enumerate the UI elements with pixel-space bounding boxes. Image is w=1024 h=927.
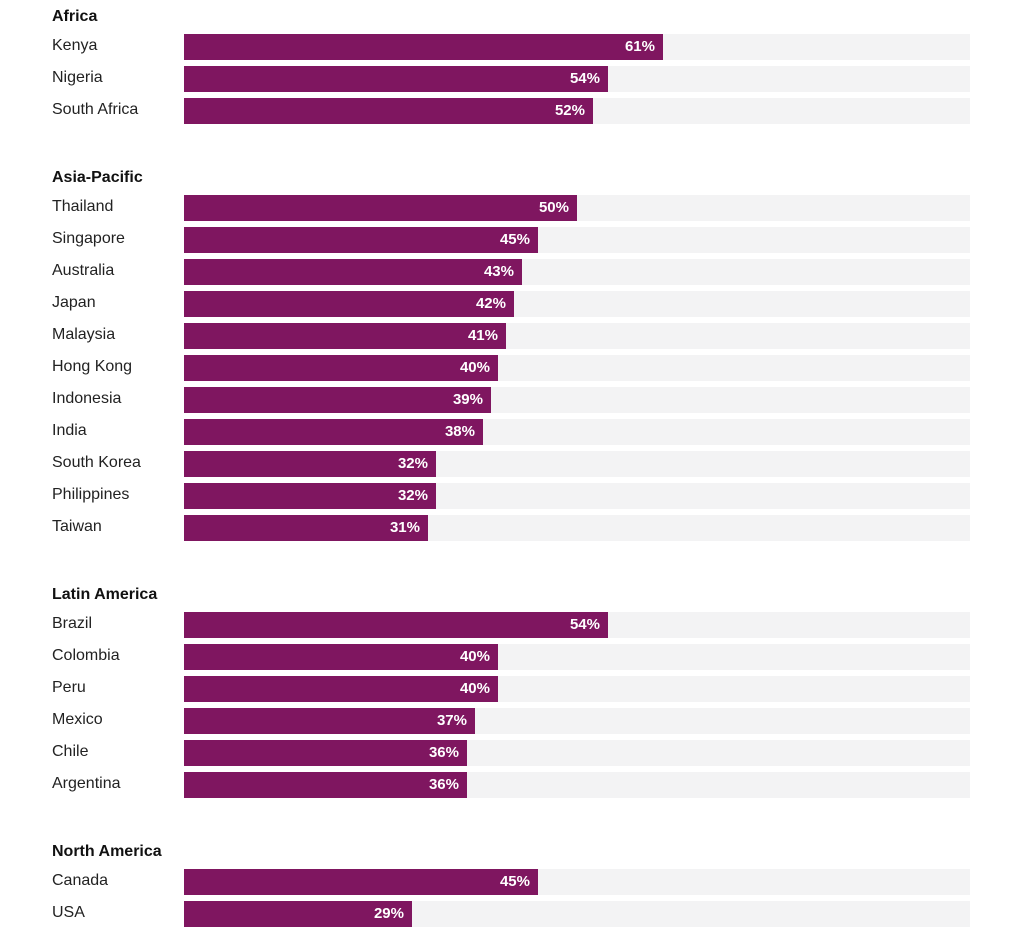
category-label: India [52,422,87,439]
bar: 61% [184,34,663,60]
bar-track: 29% [184,901,970,927]
group-title: Asia-Pacific [52,169,143,186]
bar-track: 50% [184,195,970,221]
bar: 45% [184,227,538,253]
category-label: Peru [52,679,86,696]
bar-value-label: 61% [624,38,655,55]
bar-track: 43% [184,259,970,285]
bar-track: 37% [184,708,970,734]
category-label: USA [52,904,85,921]
bar-value-label: 54% [569,70,600,87]
group-title: Africa [52,8,98,25]
category-label: South Africa [52,101,139,118]
bar: 29% [184,901,412,927]
bar-value-label: 43% [483,263,514,280]
group-title: North America [52,843,162,860]
category-label: South Korea [52,454,141,471]
bar-track: 40% [184,676,970,702]
category-label: Colombia [52,647,120,664]
bar-track: 36% [184,740,970,766]
bar-track: 61% [184,34,970,60]
bar-value-label: 32% [397,455,428,472]
bar: 45% [184,869,538,895]
bar-value-label: 29% [373,905,404,922]
category-label: Chile [52,743,89,760]
bar: 42% [184,291,514,317]
bar-value-label: 36% [428,776,459,793]
category-label: Canada [52,872,109,889]
bar-track: 32% [184,451,970,477]
bar-value-label: 32% [397,487,428,504]
bar-value-label: 41% [467,327,498,344]
bar-value-label: 40% [459,359,490,376]
bar-value-label: 45% [499,873,530,890]
bar: 39% [184,387,491,413]
bar-track: 54% [184,66,970,92]
bar-value-label: 40% [459,680,490,697]
bar: 32% [184,483,436,509]
bar: 52% [184,98,593,124]
bar: 50% [184,195,577,221]
bar-value-label: 54% [569,616,600,633]
bar-track: 54% [184,612,970,638]
bar-track: 36% [184,772,970,798]
bar: 54% [184,66,608,92]
category-label: Australia [52,262,115,279]
category-label: Indonesia [52,390,122,407]
category-label: Argentina [52,775,121,792]
bar-track: 45% [184,869,970,895]
bar: 40% [184,355,498,381]
category-label: Brazil [52,615,93,632]
category-label: Taiwan [52,518,102,535]
category-label: Thailand [52,198,114,215]
bar-value-label: 50% [538,199,569,216]
bar-value-label: 36% [428,744,459,761]
group-title: Latin America [52,586,158,603]
bar: 43% [184,259,522,285]
bar: 54% [184,612,608,638]
bar-track: 42% [184,291,970,317]
bar-value-label: 52% [554,102,585,119]
bar: 40% [184,644,498,670]
bar-track: 41% [184,323,970,349]
bar: 38% [184,419,483,445]
category-label: Japan [52,294,96,311]
bar: 32% [184,451,436,477]
category-label: Philippines [52,486,130,503]
bar: 31% [184,515,428,541]
bar-track: 40% [184,644,970,670]
bar-track: 39% [184,387,970,413]
bar-value-label: 38% [444,423,475,440]
bar-track: 45% [184,227,970,253]
bar-track: 40% [184,355,970,381]
bar-track: 32% [184,483,970,509]
bar-value-label: 39% [452,391,483,408]
bar-value-label: 31% [389,519,420,536]
bar: 37% [184,708,475,734]
category-label: Singapore [52,230,125,247]
bar-track: 52% [184,98,970,124]
category-label: Mexico [52,711,103,728]
bar-track: 38% [184,419,970,445]
category-label: Kenya [52,37,98,54]
bar: 40% [184,676,498,702]
bar-value-label: 37% [436,712,467,729]
bar-track: 31% [184,515,970,541]
bar-value-label: 45% [499,231,530,248]
category-label: Malaysia [52,326,116,343]
bar: 41% [184,323,506,349]
bar-value-label: 40% [459,648,490,665]
category-label: Nigeria [52,69,103,86]
category-label: Hong Kong [52,358,133,375]
bar: 36% [184,772,467,798]
bar: 36% [184,740,467,766]
bar-value-label: 42% [475,295,506,312]
